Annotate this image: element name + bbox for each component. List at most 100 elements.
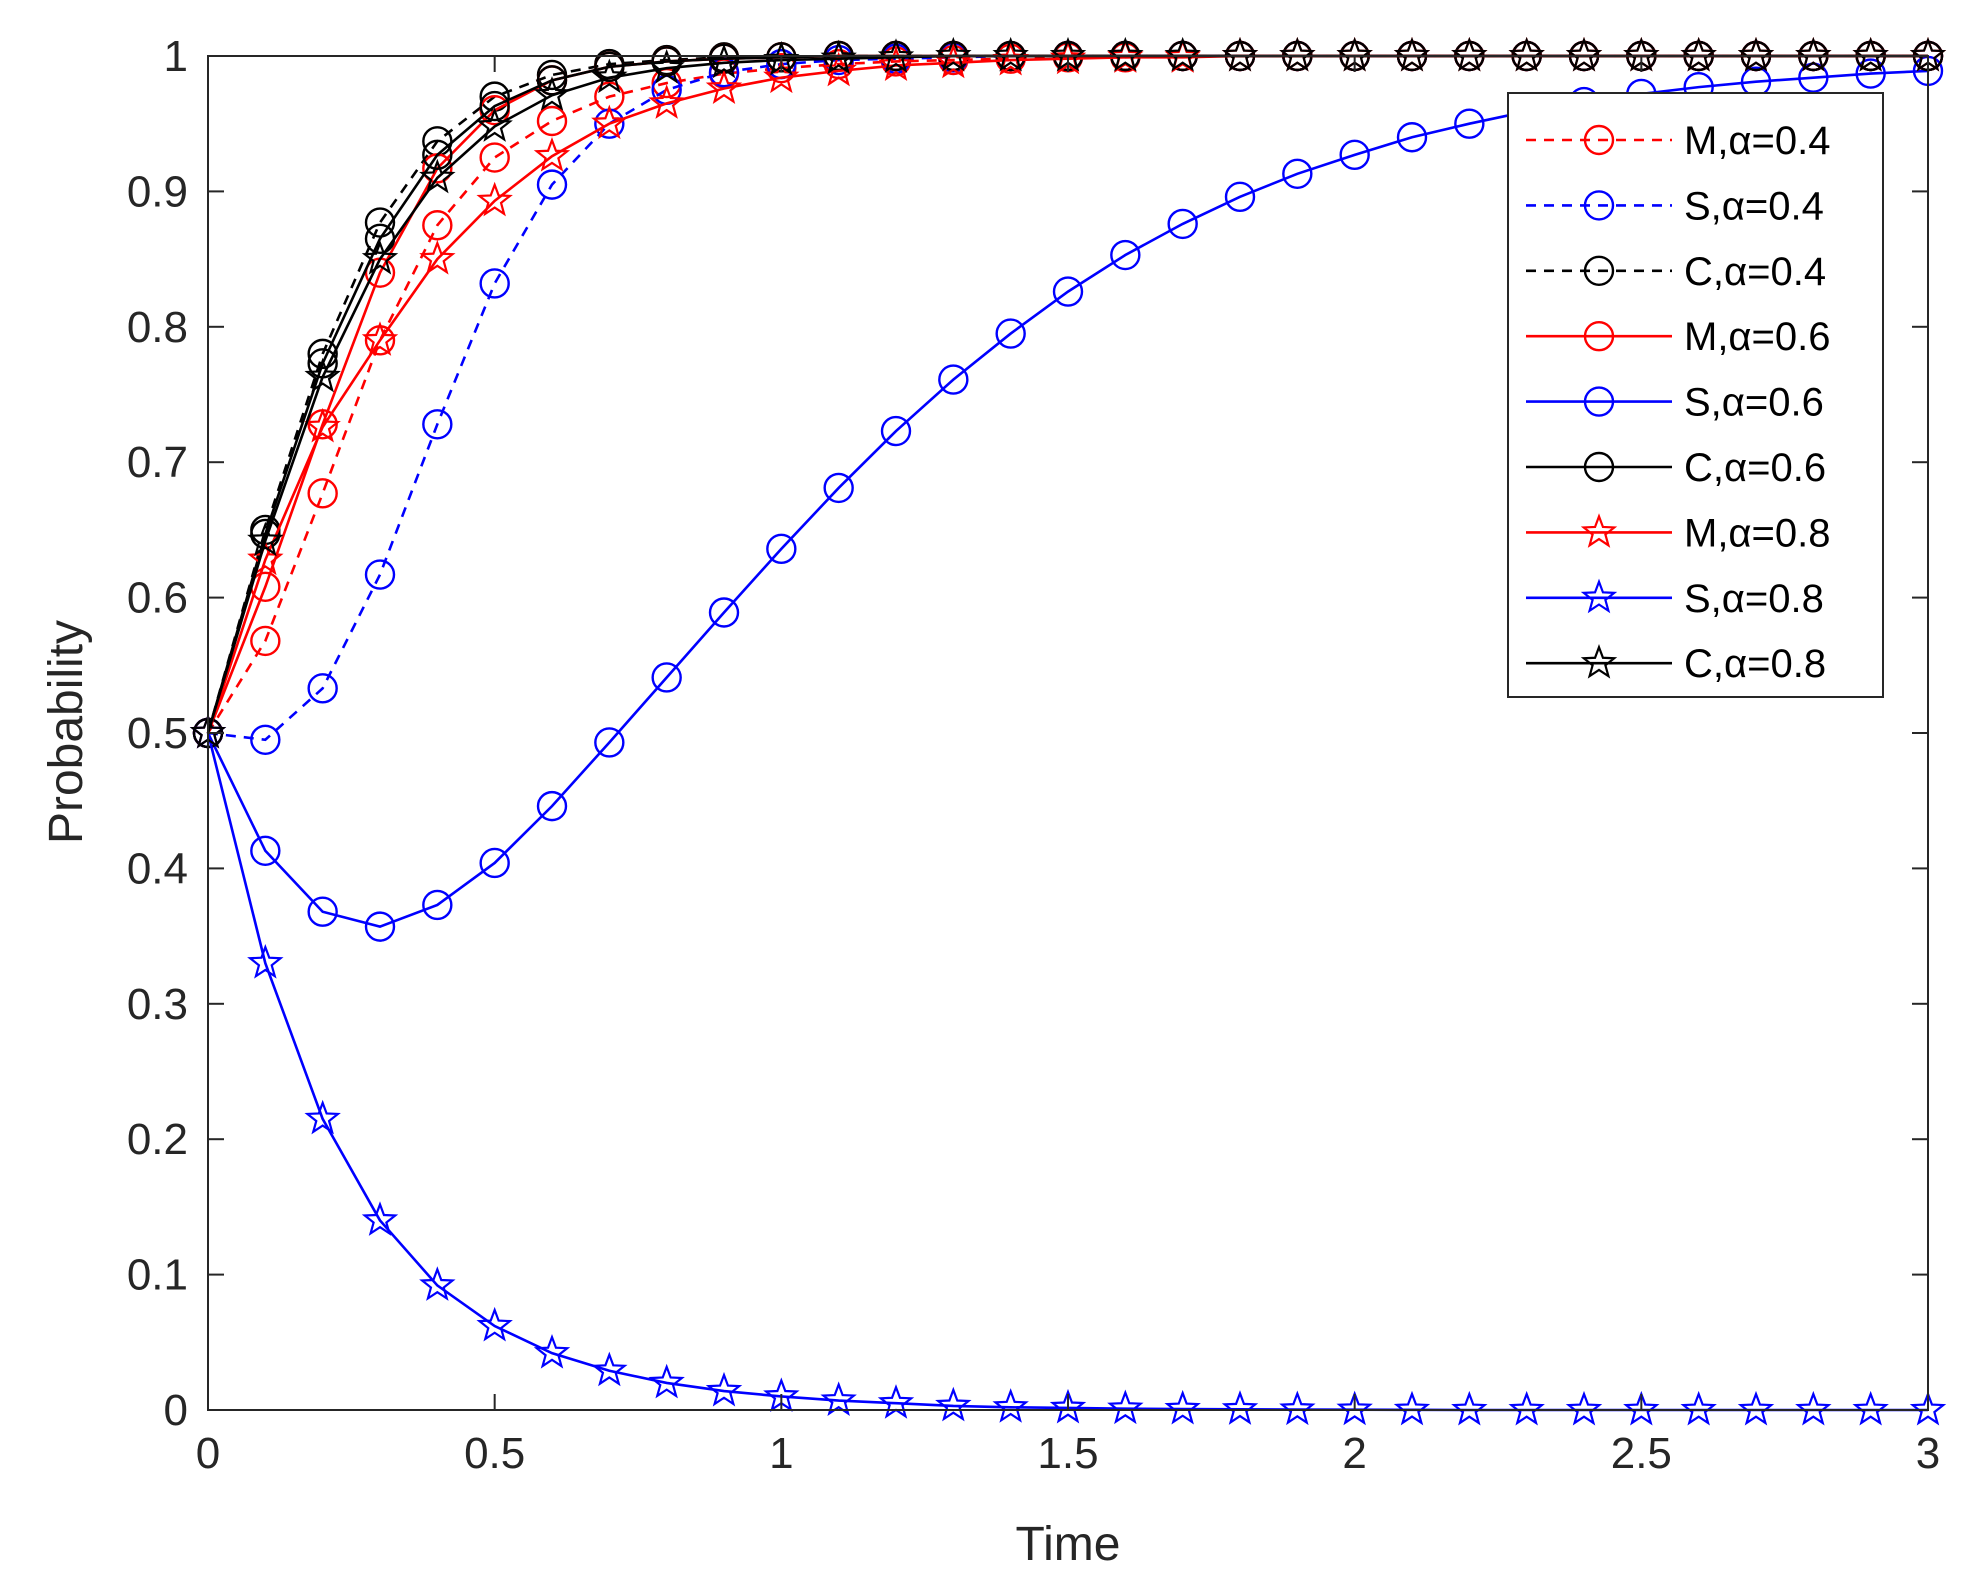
legend-entry: C,α=0.8 bbox=[1526, 642, 1826, 686]
data-point bbox=[247, 944, 284, 979]
data-point bbox=[1737, 36, 1775, 72]
data-point bbox=[766, 533, 797, 565]
data-point bbox=[1451, 36, 1488, 72]
data-point bbox=[479, 90, 510, 122]
data-point bbox=[591, 1351, 628, 1387]
data-point bbox=[1451, 1390, 1488, 1426]
legend-marker bbox=[1583, 386, 1615, 417]
legend: M,α=0.4 S,α=0.4 C,α=0.4 M,α=0.6 S,α=0.6 C,α=0… bbox=[1507, 92, 1884, 698]
data-point bbox=[304, 357, 341, 393]
legend-label: S,α=0.4 bbox=[1684, 184, 1824, 228]
legend-label: C,α=0.6 bbox=[1684, 446, 1826, 490]
x-tick-label: 2.5 bbox=[1611, 1429, 1672, 1478]
data-point bbox=[648, 49, 685, 84]
data-point bbox=[1508, 1390, 1545, 1426]
data-point bbox=[307, 478, 338, 509]
data-point bbox=[1623, 1390, 1660, 1426]
data-point bbox=[1221, 36, 1259, 72]
legend-entry: S,α=0.8 bbox=[1526, 577, 1824, 621]
data-point bbox=[1852, 36, 1889, 72]
legend-marker bbox=[1580, 578, 1618, 614]
legend-marker bbox=[1583, 321, 1615, 352]
data-point bbox=[594, 51, 625, 83]
legend-marker bbox=[1580, 513, 1618, 548]
data-point bbox=[476, 181, 513, 217]
data-point bbox=[533, 137, 571, 172]
data-point bbox=[307, 338, 338, 370]
data-point bbox=[1164, 1389, 1201, 1425]
data-point bbox=[533, 1333, 571, 1369]
data-point bbox=[1167, 208, 1198, 240]
x-tick-label: 0 bbox=[196, 1429, 220, 1478]
data-point bbox=[820, 39, 857, 75]
data-point bbox=[364, 911, 396, 942]
data-point bbox=[422, 210, 453, 241]
legend-label: S,α=0.8 bbox=[1684, 577, 1824, 621]
x-tick-label: 3 bbox=[1916, 1429, 1940, 1478]
legend-marker bbox=[1583, 451, 1615, 483]
data-point bbox=[1110, 239, 1141, 271]
axes-layer: 0 0.5 1 1.5 2 2.5 3 0 0.1 0.2 0.3 0.4 0.5 0.6 0.7 0.8 0.… bbox=[127, 32, 1940, 1478]
data-point bbox=[1795, 1390, 1832, 1426]
data-point bbox=[536, 790, 568, 822]
data-point bbox=[992, 1388, 1029, 1423]
data-point bbox=[763, 58, 800, 94]
y-tick-label: 0.8 bbox=[127, 303, 188, 352]
data-point bbox=[250, 835, 281, 866]
data-point bbox=[820, 51, 857, 87]
legend-marker bbox=[1583, 255, 1615, 286]
legend-entry: S,α=0.4 bbox=[1526, 184, 1824, 228]
data-point bbox=[419, 239, 456, 275]
legend-label: M,α=0.4 bbox=[1684, 119, 1831, 163]
data-point bbox=[361, 239, 399, 275]
data-point bbox=[880, 415, 912, 447]
legend-marker bbox=[1583, 190, 1615, 221]
data-point bbox=[422, 139, 453, 171]
data-point bbox=[648, 1363, 685, 1399]
data-point bbox=[1164, 36, 1201, 72]
data-point bbox=[1795, 36, 1832, 72]
data-point bbox=[1107, 1389, 1144, 1425]
data-point bbox=[247, 521, 284, 557]
legend-entry: M,α=0.6 bbox=[1526, 315, 1831, 359]
data-point bbox=[1164, 38, 1201, 73]
data-point bbox=[1680, 1390, 1717, 1426]
x-tick-label: 1.5 bbox=[1037, 1429, 1098, 1478]
data-point bbox=[1680, 36, 1717, 72]
y-tick-label: 0.3 bbox=[127, 980, 188, 1029]
y-tick-label: 0.6 bbox=[127, 574, 188, 623]
data-point bbox=[594, 727, 625, 758]
data-point bbox=[479, 142, 510, 173]
legend-label: M,α=0.6 bbox=[1684, 315, 1831, 359]
data-point bbox=[247, 540, 284, 576]
data-point bbox=[422, 409, 453, 440]
data-point bbox=[1393, 1390, 1431, 1426]
data-point bbox=[1052, 276, 1084, 307]
x-tick-label: 1 bbox=[769, 1429, 793, 1478]
data-point bbox=[364, 559, 396, 590]
data-point bbox=[992, 36, 1029, 72]
x-tick-label: 0.5 bbox=[464, 1429, 525, 1478]
data-point bbox=[1565, 36, 1603, 72]
data-point bbox=[591, 58, 628, 94]
data-point bbox=[823, 472, 854, 504]
data-point bbox=[591, 104, 628, 140]
data-point bbox=[705, 69, 743, 104]
y-tick-label: 0.4 bbox=[127, 844, 188, 893]
data-point bbox=[1508, 36, 1545, 72]
data-point bbox=[536, 169, 568, 200]
y-tick-label: 0.9 bbox=[127, 167, 188, 216]
data-point bbox=[479, 847, 510, 879]
data-point bbox=[1454, 108, 1485, 139]
x-tick-label: 2 bbox=[1342, 1429, 1366, 1478]
legend-label: C,α=0.8 bbox=[1684, 642, 1826, 686]
y-tick-label: 0.2 bbox=[127, 1115, 188, 1164]
legend-entry: M,α=0.8 bbox=[1526, 511, 1831, 555]
data-point bbox=[935, 43, 972, 79]
data-point bbox=[419, 158, 456, 194]
data-point bbox=[304, 1099, 341, 1135]
legend-marker bbox=[1580, 644, 1618, 679]
data-point bbox=[422, 889, 453, 921]
data-point bbox=[1107, 36, 1144, 72]
